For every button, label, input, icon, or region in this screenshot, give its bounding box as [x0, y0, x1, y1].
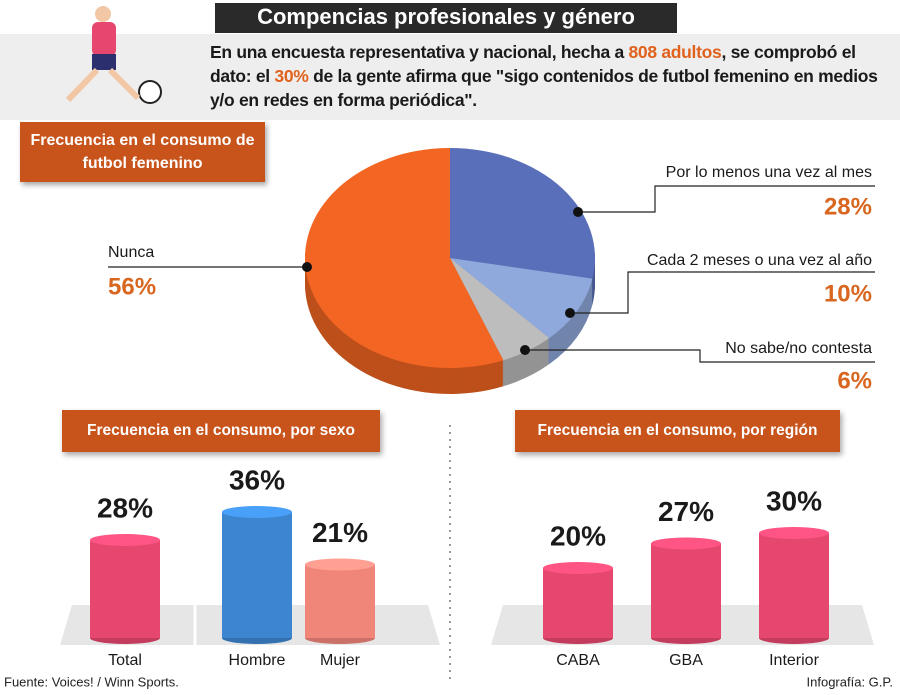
- category-label: GBA: [669, 652, 703, 669]
- value-label: 28%: [97, 492, 153, 523]
- pie-slice: [450, 258, 593, 339]
- slice-label: Por lo menos una vez al mes: [666, 164, 872, 181]
- bar: [222, 512, 292, 638]
- bar-top: [222, 506, 292, 518]
- bar: [759, 533, 829, 638]
- leader-dot: [302, 262, 312, 272]
- leader-line: [578, 185, 875, 213]
- slice-label: No sabe/no contesta: [725, 340, 872, 357]
- category-label: Hombre: [229, 652, 286, 669]
- bar: [90, 540, 160, 638]
- bar: [651, 543, 721, 638]
- value-label: 36%: [229, 464, 285, 495]
- bar: [305, 564, 375, 638]
- source: Fuente: Voices! / Winn Sports.: [4, 674, 179, 689]
- intro-band: [0, 34, 900, 120]
- category-label: CABA: [556, 652, 600, 669]
- section-header: [515, 410, 840, 452]
- slice-value: 28%: [824, 193, 872, 220]
- leader-dot: [520, 345, 530, 355]
- slice-value: 10%: [824, 280, 872, 307]
- slice-value: 56%: [108, 273, 156, 300]
- value-label: 20%: [550, 520, 606, 551]
- category-label: Total: [108, 652, 142, 669]
- intro-highlight: 30%: [274, 66, 309, 86]
- leader-line: [570, 271, 875, 314]
- slice-label: Cada 2 meses o una vez al año: [647, 252, 872, 269]
- title-bar: [215, 3, 677, 33]
- bar: [543, 568, 613, 638]
- bar-top: [90, 534, 160, 546]
- bar-top: [651, 537, 721, 550]
- slice-label: Nunca: [108, 244, 154, 261]
- page-title: Compencias profesionales y género: [257, 4, 635, 29]
- leader-dot: [565, 308, 575, 318]
- leader-dot: [573, 207, 583, 217]
- slice-value: 6%: [837, 367, 872, 394]
- section-title: Frecuencia en el consumo, por sexo: [87, 422, 355, 439]
- section-title: Frecuencia en el consumo, por región: [538, 422, 818, 439]
- pie-slice: [450, 148, 595, 279]
- bar-top: [305, 558, 375, 571]
- intro-text: , se comprobó el dato: el: [210, 42, 856, 86]
- section-header: [62, 410, 380, 452]
- value-label: 21%: [312, 517, 368, 548]
- value-label: 27%: [658, 496, 714, 527]
- leader-line: [525, 349, 875, 363]
- intro: En una encuesta representativa y naciona…: [210, 40, 885, 112]
- category-label: Mujer: [320, 652, 361, 669]
- player-illustration: [65, 6, 162, 104]
- category-label: Interior: [769, 652, 819, 669]
- credit: Infografía: G.P.: [807, 674, 893, 689]
- pie-slice: [305, 147, 504, 369]
- pie-slice: [450, 258, 550, 361]
- intro-highlight: 808 adultos: [628, 42, 722, 62]
- bar-top: [543, 562, 613, 574]
- value-label: 30%: [766, 485, 822, 516]
- bar-top: [759, 527, 829, 539]
- intro-text: En una encuesta representativa y naciona…: [210, 42, 629, 62]
- pie-title: Frecuencia en el consumo de futbol femen…: [20, 122, 265, 182]
- intro-text: de la gente afirma que "sigo contenidos …: [210, 66, 878, 110]
